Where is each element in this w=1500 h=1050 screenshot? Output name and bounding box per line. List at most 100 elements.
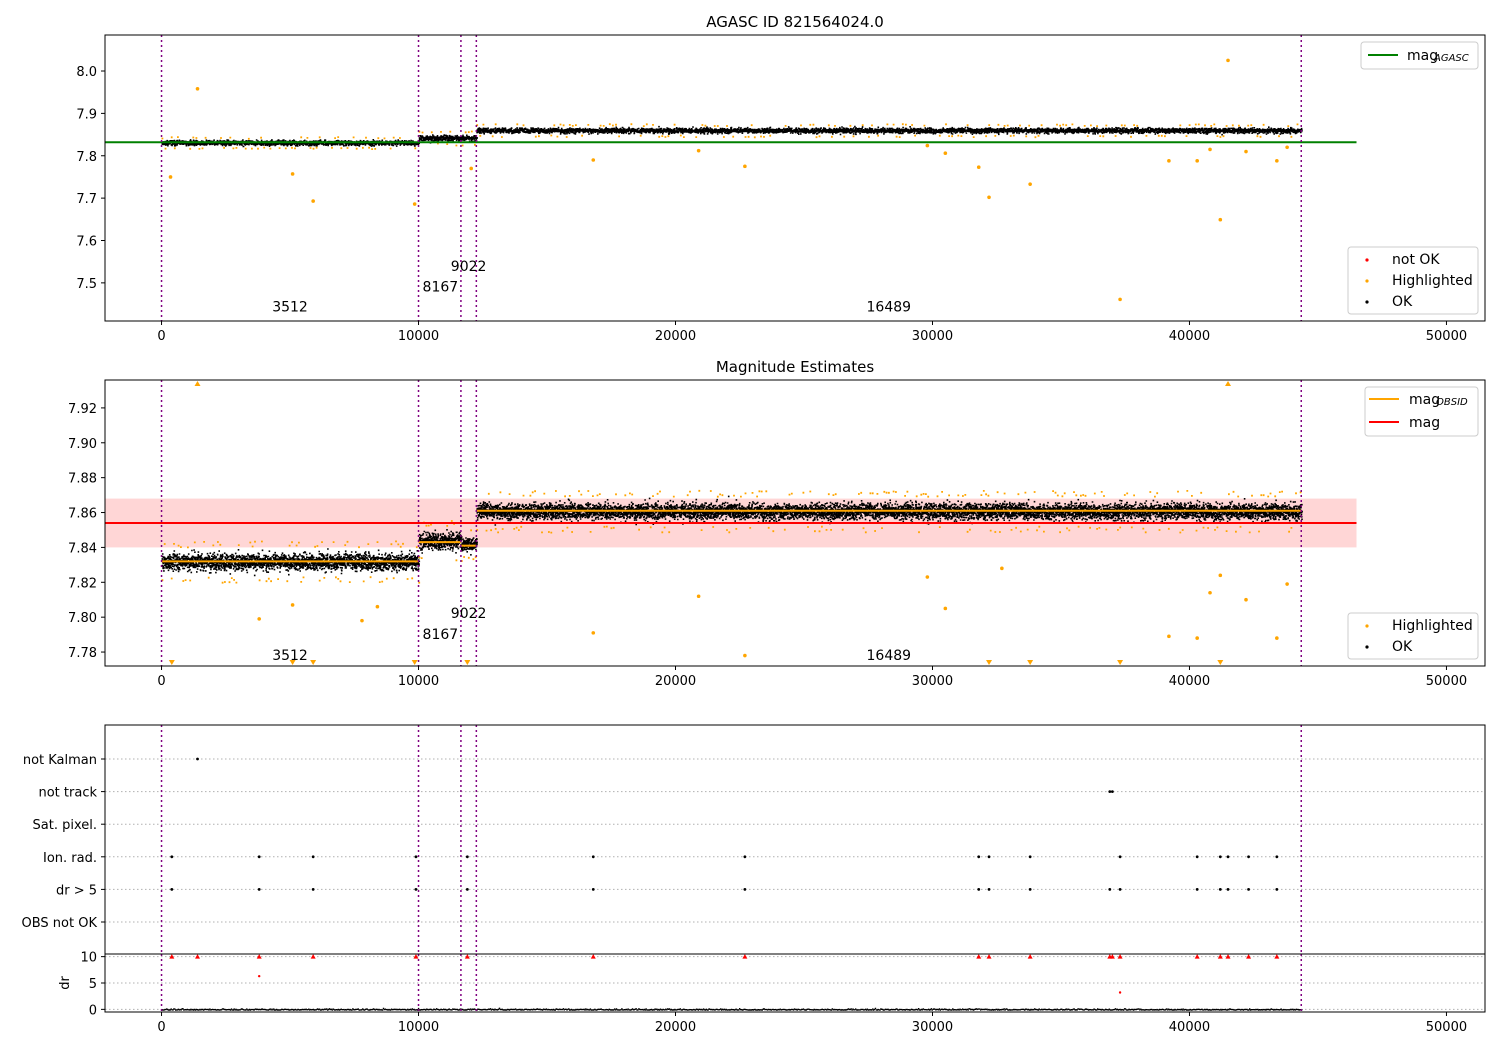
legend-agasc-line: mag AGASC (1360, 41, 1479, 70)
highlighted-point (1226, 58, 1230, 63)
dr-clipped-marker (1109, 954, 1115, 959)
flag-point (170, 888, 174, 891)
flag-category-label: Sat. pixel. (33, 818, 97, 833)
flag-point (1247, 855, 1250, 859)
clipped-low-marker (986, 660, 993, 665)
highlighted-point (195, 87, 200, 91)
highlighted-point (1208, 147, 1212, 152)
dr-clipped-marker (195, 954, 201, 959)
flag-point (1118, 855, 1122, 859)
flag-point (465, 855, 469, 859)
highlighted-point (696, 594, 701, 599)
ok-point-cloud (476, 125, 1303, 136)
highlighted-point (976, 165, 981, 169)
flag-point (1028, 855, 1032, 859)
x-tick-label: 20000 (655, 329, 696, 344)
legend-box (1347, 612, 1479, 660)
flag-point (987, 855, 991, 859)
highlighted-point (1208, 590, 1212, 595)
y-tick-label: 7.78 (68, 646, 97, 661)
x-tick-label: 0 (157, 674, 165, 689)
obsid-label: 16489 (867, 648, 912, 664)
flag-point (257, 888, 261, 891)
legend-mag-obsid-subscript: OBSID (1436, 397, 1468, 408)
x-tick-label: 40000 (1169, 1020, 1210, 1035)
flag-point (311, 888, 315, 891)
dr-clipped-marker (1027, 954, 1033, 959)
dr-clipped-marker (976, 954, 982, 959)
panel-dr: 0 5 10 0 10000 20000 30000 40000 50000 dr (58, 951, 1486, 1035)
dr-clipped-marker (1246, 954, 1252, 959)
x-tick-label: 40000 (1169, 329, 1210, 344)
dr-clipped-marker (464, 954, 470, 959)
panel-estimates: Magnitude Estimates 3512 8167 9022 16489 7.7… (68, 358, 1486, 689)
highlighted-point (168, 175, 173, 179)
flag-category-label: not Kalman (23, 753, 97, 768)
obsid-label: 9022 (451, 606, 487, 622)
highlighted-point (1167, 634, 1171, 639)
legend-mag-agasc-subscript: AGASC (1433, 53, 1469, 64)
y-tick-label: 7.88 (68, 472, 97, 487)
obsid-label: 3512 (272, 648, 308, 664)
highlighted-edge-points (161, 136, 417, 150)
highlighted-point (1285, 582, 1289, 586)
legend-estimates-lines: mag OBSID mag (1364, 386, 1479, 437)
highlighted-point (290, 603, 295, 607)
panel-dr-frame (104, 953, 1486, 1013)
flag-point (977, 888, 981, 891)
y-tick-label: 5 (89, 977, 97, 992)
dr-baseline-points (161, 1007, 1303, 1011)
clipped-low-marker (168, 660, 175, 665)
flag-point (465, 888, 469, 891)
highlighted-point (469, 166, 474, 171)
obsid-label: 3512 (272, 300, 308, 316)
flag-category-label: dr > 5 (56, 883, 97, 898)
flag-point (1218, 888, 1222, 891)
clipped-high-marker (194, 381, 201, 386)
panel-agasc-frame (104, 34, 1486, 322)
panel-agasc: AGASC ID 821564024.0 3512 8167 9022 16489 7.… (76, 13, 1486, 344)
panel-estimates-plot-area: 3512 8167 9022 16489 7.78 7.80 7.82 7.84 7.86 7.8… (68, 380, 1467, 689)
x-tick-label: 10000 (398, 329, 439, 344)
x-tick-label: 10000 (398, 1020, 439, 1035)
legend-not-ok-label: not OK (1392, 252, 1440, 268)
highlighted-point (925, 143, 930, 148)
panel-flags-plot-area: not Kalman not track Sat. pixel. Ion. rad. d… (22, 725, 1485, 954)
flag-point (1110, 790, 1114, 793)
legend-box (1360, 41, 1479, 70)
flag-point (1275, 888, 1279, 891)
x-tick-label: 50000 (1426, 329, 1467, 344)
panel-dr-plot-area: 0 5 10 0 10000 20000 30000 40000 50000 (80, 951, 1485, 1035)
flag-point (1108, 790, 1112, 793)
flag-point (1218, 855, 1222, 859)
highlighted-point (925, 575, 930, 579)
legend-not-ok-marker (1365, 258, 1369, 262)
highlighted-point (1244, 149, 1248, 154)
y-tick-label: 7.82 (68, 576, 97, 591)
highlighted-point (987, 195, 991, 200)
panel-agasc-title: AGASC ID 821564024.0 (706, 13, 884, 31)
flag-point (170, 855, 174, 859)
y-tick-label: 7.6 (76, 234, 97, 249)
legend-ok-marker (1365, 645, 1369, 649)
panel-agasc-plot-area: 3512 8167 9022 16489 7.5 7.6 7.7 7.8 7.9 8.0 0 1000… (76, 35, 1467, 344)
flag-point (591, 888, 595, 891)
y-tick-label: 10 (80, 951, 97, 966)
legend-highlighted-marker (1365, 624, 1369, 628)
flag-point (743, 888, 747, 891)
y-tick-label: 7.92 (68, 402, 97, 417)
clipped-low-marker (411, 660, 418, 665)
flag-point (414, 888, 418, 891)
dr-clipped-marker (590, 954, 596, 959)
clipped-low-marker (1217, 660, 1224, 665)
x-tick-label: 0 (157, 329, 165, 344)
legend-mag-obsid-label: mag (1409, 392, 1440, 408)
highlighted-point (290, 172, 295, 176)
dr-clipped-marker (1117, 954, 1123, 959)
dr-clipped-marker (256, 954, 262, 959)
flag-point (1226, 855, 1230, 859)
legend-ok-marker (1365, 300, 1369, 304)
flag-point (977, 855, 981, 859)
legend-mag-label: mag (1409, 415, 1440, 431)
